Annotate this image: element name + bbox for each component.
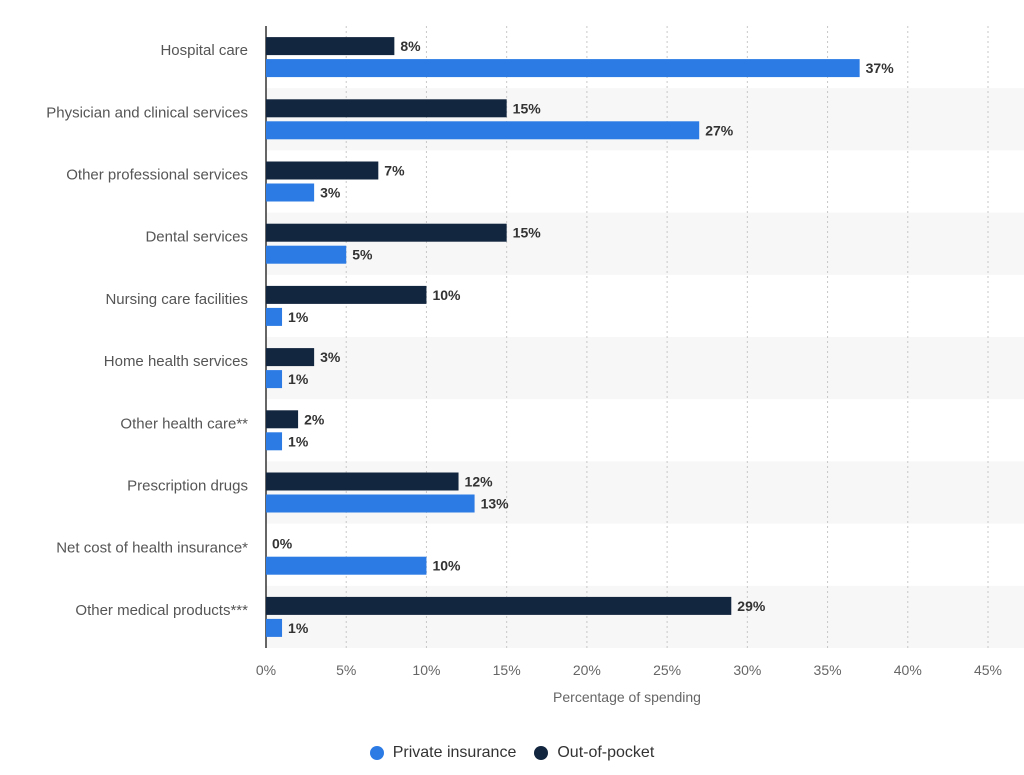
bar-out-of-pocket-dental-services[interactable] [266,223,507,242]
row-band [266,88,1024,151]
legend-item-out-of-pocket[interactable]: Out-of-pocket [534,744,654,762]
x-tick-label: 15% [493,662,521,678]
data-label-out-of-pocket-nursing-care-facilities: 10% [432,287,461,303]
bars: 8% 37% 15% 27% 7% 3% 15% 5% 10% 1% 3% 1% 2% 1% 12% 13% 0… [266,37,894,637]
data-label-private-insurance-hospital-care: 37% [866,60,895,76]
data-label-out-of-pocket-physician-and-clinical-services: 15% [513,100,542,116]
data-label-out-of-pocket-hospital-care: 8% [400,38,421,54]
x-tick-label: 20% [573,662,601,678]
x-tick-label: 45% [974,662,1002,678]
category-labels: Hospital care Physician and clinical serv… [46,42,248,619]
legend-label-out-of-pocket: Out-of-pocket [557,744,655,761]
data-label-out-of-pocket-other-medical-products: 29% [737,598,766,614]
row-bands [266,88,1024,648]
data-label-private-insurance-physician-and-clinical-services: 27% [705,122,734,138]
data-label-private-insurance-net-cost-of-health-insurance: 10% [432,558,461,574]
data-label-private-insurance-other-professional-services: 3% [320,185,341,201]
bar-private-insurance-other-health-care[interactable] [266,432,283,451]
bar-private-insurance-physician-and-clinical-services[interactable] [266,121,700,140]
data-label-private-insurance-prescription-drugs: 13% [481,496,510,512]
category-label-other-professional-services: Other professional services [66,167,248,184]
bar-out-of-pocket-other-medical-products[interactable] [266,596,732,615]
bar-out-of-pocket-hospital-care[interactable] [266,37,395,56]
data-label-private-insurance-home-health-services: 1% [288,371,309,387]
x-tick-label: 10% [412,662,440,678]
bar-private-insurance-net-cost-of-health-insurance[interactable] [266,556,427,575]
bar-out-of-pocket-prescription-drugs[interactable] [266,472,459,491]
bar-private-insurance-dental-services[interactable] [266,245,347,264]
row-band [266,337,1024,400]
bar-out-of-pocket-other-professional-services[interactable] [266,161,379,180]
data-label-out-of-pocket-prescription-drugs: 12% [465,474,494,490]
row-band [266,585,1024,648]
bar-private-insurance-prescription-drugs[interactable] [266,494,475,513]
data-label-private-insurance-nursing-care-facilities: 1% [288,309,309,325]
x-tick-label: 35% [814,662,842,678]
category-label-hospital-care: Hospital care [160,42,248,59]
data-label-out-of-pocket-other-health-care: 2% [304,411,325,427]
category-label-nursing-care-facilities: Nursing care facilities [105,291,248,308]
data-label-private-insurance-other-medical-products: 1% [288,620,309,636]
data-label-private-insurance-dental-services: 5% [352,247,373,263]
category-label-physician-and-clinical-services: Physician and clinical services [46,104,248,121]
x-tick-labels: 0% 5% 10% 15% 20% 25% 30% 35% 40% 45% [256,662,1002,678]
bar-out-of-pocket-other-health-care[interactable] [266,410,299,429]
category-label-home-health-services: Home health services [104,353,248,370]
private-insurance-dot-icon [369,746,384,760]
bar-private-insurance-other-medical-products[interactable] [266,618,283,637]
data-label-out-of-pocket-home-health-services: 3% [320,349,341,365]
data-label-out-of-pocket-dental-services: 15% [513,225,542,241]
bar-private-insurance-other-professional-services[interactable] [266,183,315,202]
category-label-prescription-drugs: Prescription drugs [127,478,248,495]
legend-item-private-insurance[interactable]: Private insurance [369,744,517,762]
category-label-other-medical-products: Other medical products*** [75,602,248,619]
row-band [266,212,1024,275]
x-tick-label: 0% [256,662,276,678]
category-label-other-health-care: Other health care** [120,415,248,432]
bar-private-insurance-hospital-care[interactable] [266,59,860,78]
bar-out-of-pocket-home-health-services[interactable] [266,348,315,367]
x-axis-title: Percentage of spending [553,689,701,705]
bar-out-of-pocket-physician-and-clinical-services[interactable] [266,99,507,118]
data-label-out-of-pocket-other-professional-services: 7% [384,163,405,179]
x-tick-label: 25% [653,662,681,678]
bar-out-of-pocket-nursing-care-facilities[interactable] [266,285,427,304]
x-tick-label: 40% [894,662,922,678]
category-label-net-cost-of-health-insurance: Net cost of health insurance* [56,540,248,557]
out-of-pocket-dot-icon [534,746,549,760]
row-band [266,461,1024,524]
data-label-private-insurance-other-health-care: 1% [288,433,309,449]
legend: Private insurance Out-of-pocket [0,744,1024,762]
x-tick-label: 30% [733,662,761,678]
category-label-dental-services: Dental services [145,229,248,246]
data-label-out-of-pocket-net-cost-of-health-insurance: 0% [272,536,293,552]
x-tick-label: 5% [336,662,356,678]
gridlines [265,26,989,648]
bar-private-insurance-home-health-services[interactable] [266,370,283,389]
legend-label-private-insurance: Private insurance [392,744,517,761]
bar-private-insurance-nursing-care-facilities[interactable] [266,307,283,326]
